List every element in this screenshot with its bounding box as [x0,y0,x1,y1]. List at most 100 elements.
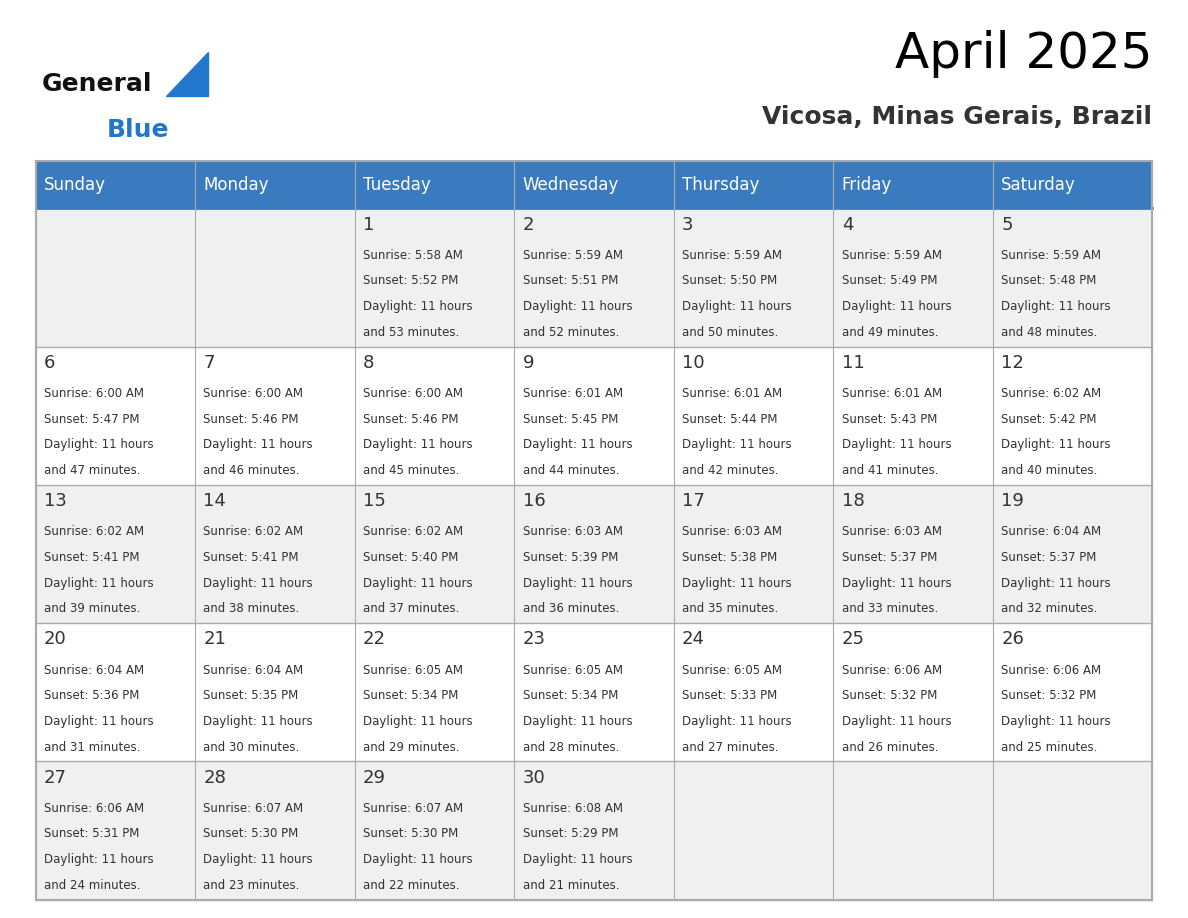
Text: Daylight: 11 hours: Daylight: 11 hours [364,439,473,452]
Text: 2: 2 [523,216,535,234]
Text: and 48 minutes.: and 48 minutes. [1001,326,1098,339]
Text: Sunrise: 6:02 AM: Sunrise: 6:02 AM [364,525,463,538]
Text: and 38 minutes.: and 38 minutes. [203,602,299,615]
Text: Sunrise: 6:06 AM: Sunrise: 6:06 AM [1001,664,1101,677]
Text: 6: 6 [44,354,56,372]
Text: 24: 24 [682,631,706,648]
Text: Sunrise: 5:59 AM: Sunrise: 5:59 AM [682,249,782,262]
Text: Sunrise: 6:01 AM: Sunrise: 6:01 AM [523,387,623,400]
Text: 30: 30 [523,768,545,787]
Text: and 25 minutes.: and 25 minutes. [1001,741,1098,754]
FancyBboxPatch shape [36,485,195,623]
Text: 29: 29 [364,768,386,787]
Text: Sunset: 5:36 PM: Sunset: 5:36 PM [44,689,139,702]
FancyBboxPatch shape [514,485,674,623]
Text: and 21 minutes.: and 21 minutes. [523,879,619,892]
FancyBboxPatch shape [355,761,514,900]
Text: Daylight: 11 hours: Daylight: 11 hours [841,439,952,452]
FancyBboxPatch shape [355,623,514,761]
FancyBboxPatch shape [674,208,833,347]
Text: and 44 minutes.: and 44 minutes. [523,465,619,477]
Text: and 36 minutes.: and 36 minutes. [523,602,619,615]
Text: Sunset: 5:49 PM: Sunset: 5:49 PM [841,274,937,287]
Text: Daylight: 11 hours: Daylight: 11 hours [364,715,473,728]
Text: Sunday: Sunday [44,175,106,194]
Text: 20: 20 [44,631,67,648]
Text: and 24 minutes.: and 24 minutes. [44,879,140,892]
FancyBboxPatch shape [195,761,355,900]
Text: 3: 3 [682,216,694,234]
Text: Sunrise: 5:59 AM: Sunrise: 5:59 AM [841,249,942,262]
Text: Friday: Friday [841,175,892,194]
Text: Sunrise: 6:01 AM: Sunrise: 6:01 AM [841,387,942,400]
Text: and 28 minutes.: and 28 minutes. [523,741,619,754]
FancyBboxPatch shape [833,208,993,347]
Text: Daylight: 11 hours: Daylight: 11 hours [1001,300,1111,313]
FancyBboxPatch shape [833,347,993,485]
Text: Sunrise: 6:00 AM: Sunrise: 6:00 AM [203,387,303,400]
Text: Sunrise: 6:06 AM: Sunrise: 6:06 AM [841,664,942,677]
Text: and 47 minutes.: and 47 minutes. [44,465,140,477]
Text: Sunrise: 6:02 AM: Sunrise: 6:02 AM [1001,387,1101,400]
Text: Daylight: 11 hours: Daylight: 11 hours [682,300,791,313]
Text: 1: 1 [364,216,374,234]
Text: General: General [42,73,152,96]
FancyBboxPatch shape [355,208,514,347]
FancyBboxPatch shape [36,347,195,485]
Text: Sunrise: 6:05 AM: Sunrise: 6:05 AM [523,664,623,677]
Text: and 35 minutes.: and 35 minutes. [682,602,778,615]
Text: Daylight: 11 hours: Daylight: 11 hours [841,715,952,728]
Text: and 37 minutes.: and 37 minutes. [364,602,460,615]
Text: 5: 5 [1001,216,1012,234]
Text: 18: 18 [841,492,865,510]
Text: Sunrise: 6:00 AM: Sunrise: 6:00 AM [44,387,144,400]
Text: Sunset: 5:38 PM: Sunset: 5:38 PM [682,551,777,564]
Text: Daylight: 11 hours: Daylight: 11 hours [682,577,791,589]
FancyBboxPatch shape [514,347,674,485]
Text: Sunrise: 6:07 AM: Sunrise: 6:07 AM [364,801,463,815]
Text: Sunset: 5:37 PM: Sunset: 5:37 PM [1001,551,1097,564]
Text: Daylight: 11 hours: Daylight: 11 hours [203,853,314,867]
FancyBboxPatch shape [514,208,674,347]
Text: Sunset: 5:32 PM: Sunset: 5:32 PM [1001,689,1097,702]
Text: 16: 16 [523,492,545,510]
FancyBboxPatch shape [674,623,833,761]
FancyBboxPatch shape [355,347,514,485]
Text: 25: 25 [841,631,865,648]
Text: Sunset: 5:45 PM: Sunset: 5:45 PM [523,413,618,426]
Text: and 49 minutes.: and 49 minutes. [841,326,939,339]
Text: Daylight: 11 hours: Daylight: 11 hours [841,300,952,313]
Text: Sunrise: 6:04 AM: Sunrise: 6:04 AM [44,664,144,677]
Text: Sunset: 5:44 PM: Sunset: 5:44 PM [682,413,778,426]
Text: Sunset: 5:31 PM: Sunset: 5:31 PM [44,827,139,841]
Text: 27: 27 [44,768,67,787]
Text: 11: 11 [841,354,865,372]
FancyBboxPatch shape [833,623,993,761]
FancyBboxPatch shape [674,761,833,900]
Text: Sunset: 5:47 PM: Sunset: 5:47 PM [44,413,139,426]
Text: 26: 26 [1001,631,1024,648]
FancyBboxPatch shape [674,485,833,623]
Text: Sunrise: 6:05 AM: Sunrise: 6:05 AM [364,664,463,677]
FancyBboxPatch shape [195,347,355,485]
Text: and 52 minutes.: and 52 minutes. [523,326,619,339]
Text: Sunset: 5:51 PM: Sunset: 5:51 PM [523,274,618,287]
Text: Sunset: 5:33 PM: Sunset: 5:33 PM [682,689,777,702]
Text: Vicosa, Minas Gerais, Brazil: Vicosa, Minas Gerais, Brazil [763,105,1152,129]
Text: 21: 21 [203,631,227,648]
Text: Daylight: 11 hours: Daylight: 11 hours [203,715,314,728]
FancyBboxPatch shape [36,161,1152,208]
Text: Daylight: 11 hours: Daylight: 11 hours [682,715,791,728]
Text: Sunset: 5:41 PM: Sunset: 5:41 PM [203,551,299,564]
Text: Thursday: Thursday [682,175,759,194]
Text: Sunrise: 6:00 AM: Sunrise: 6:00 AM [364,387,463,400]
Text: Sunrise: 5:58 AM: Sunrise: 5:58 AM [364,249,463,262]
Text: Sunrise: 6:07 AM: Sunrise: 6:07 AM [203,801,304,815]
Text: Sunrise: 6:04 AM: Sunrise: 6:04 AM [203,664,304,677]
Text: and 27 minutes.: and 27 minutes. [682,741,778,754]
Text: Sunrise: 5:59 AM: Sunrise: 5:59 AM [523,249,623,262]
Text: 19: 19 [1001,492,1024,510]
Text: Daylight: 11 hours: Daylight: 11 hours [203,577,314,589]
Text: Sunrise: 6:04 AM: Sunrise: 6:04 AM [1001,525,1101,538]
FancyBboxPatch shape [993,623,1152,761]
